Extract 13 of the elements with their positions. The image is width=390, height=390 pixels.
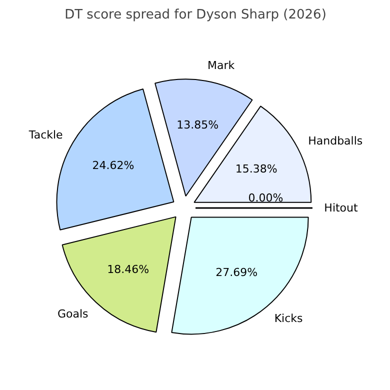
slice-label: Goals: [57, 307, 88, 320]
category-label: Hitout: [324, 202, 358, 214]
slice-label: Handballs: [308, 134, 363, 148]
data-label: 13.85%: [176, 118, 219, 132]
data-label: 18.46%: [107, 263, 150, 276]
data-label: 15.38%: [235, 162, 278, 176]
slice-label: Tackle: [28, 128, 64, 142]
slice-label: Kicks: [274, 312, 304, 325]
slice-label: Mark: [207, 59, 236, 72]
data-label: 27.69%: [216, 266, 258, 279]
text: 0.00%: [248, 191, 284, 204]
data-label: 24.62%: [92, 158, 134, 172]
chart-title: DT score spread for Dyson Sharp (2026): [64, 8, 326, 22]
